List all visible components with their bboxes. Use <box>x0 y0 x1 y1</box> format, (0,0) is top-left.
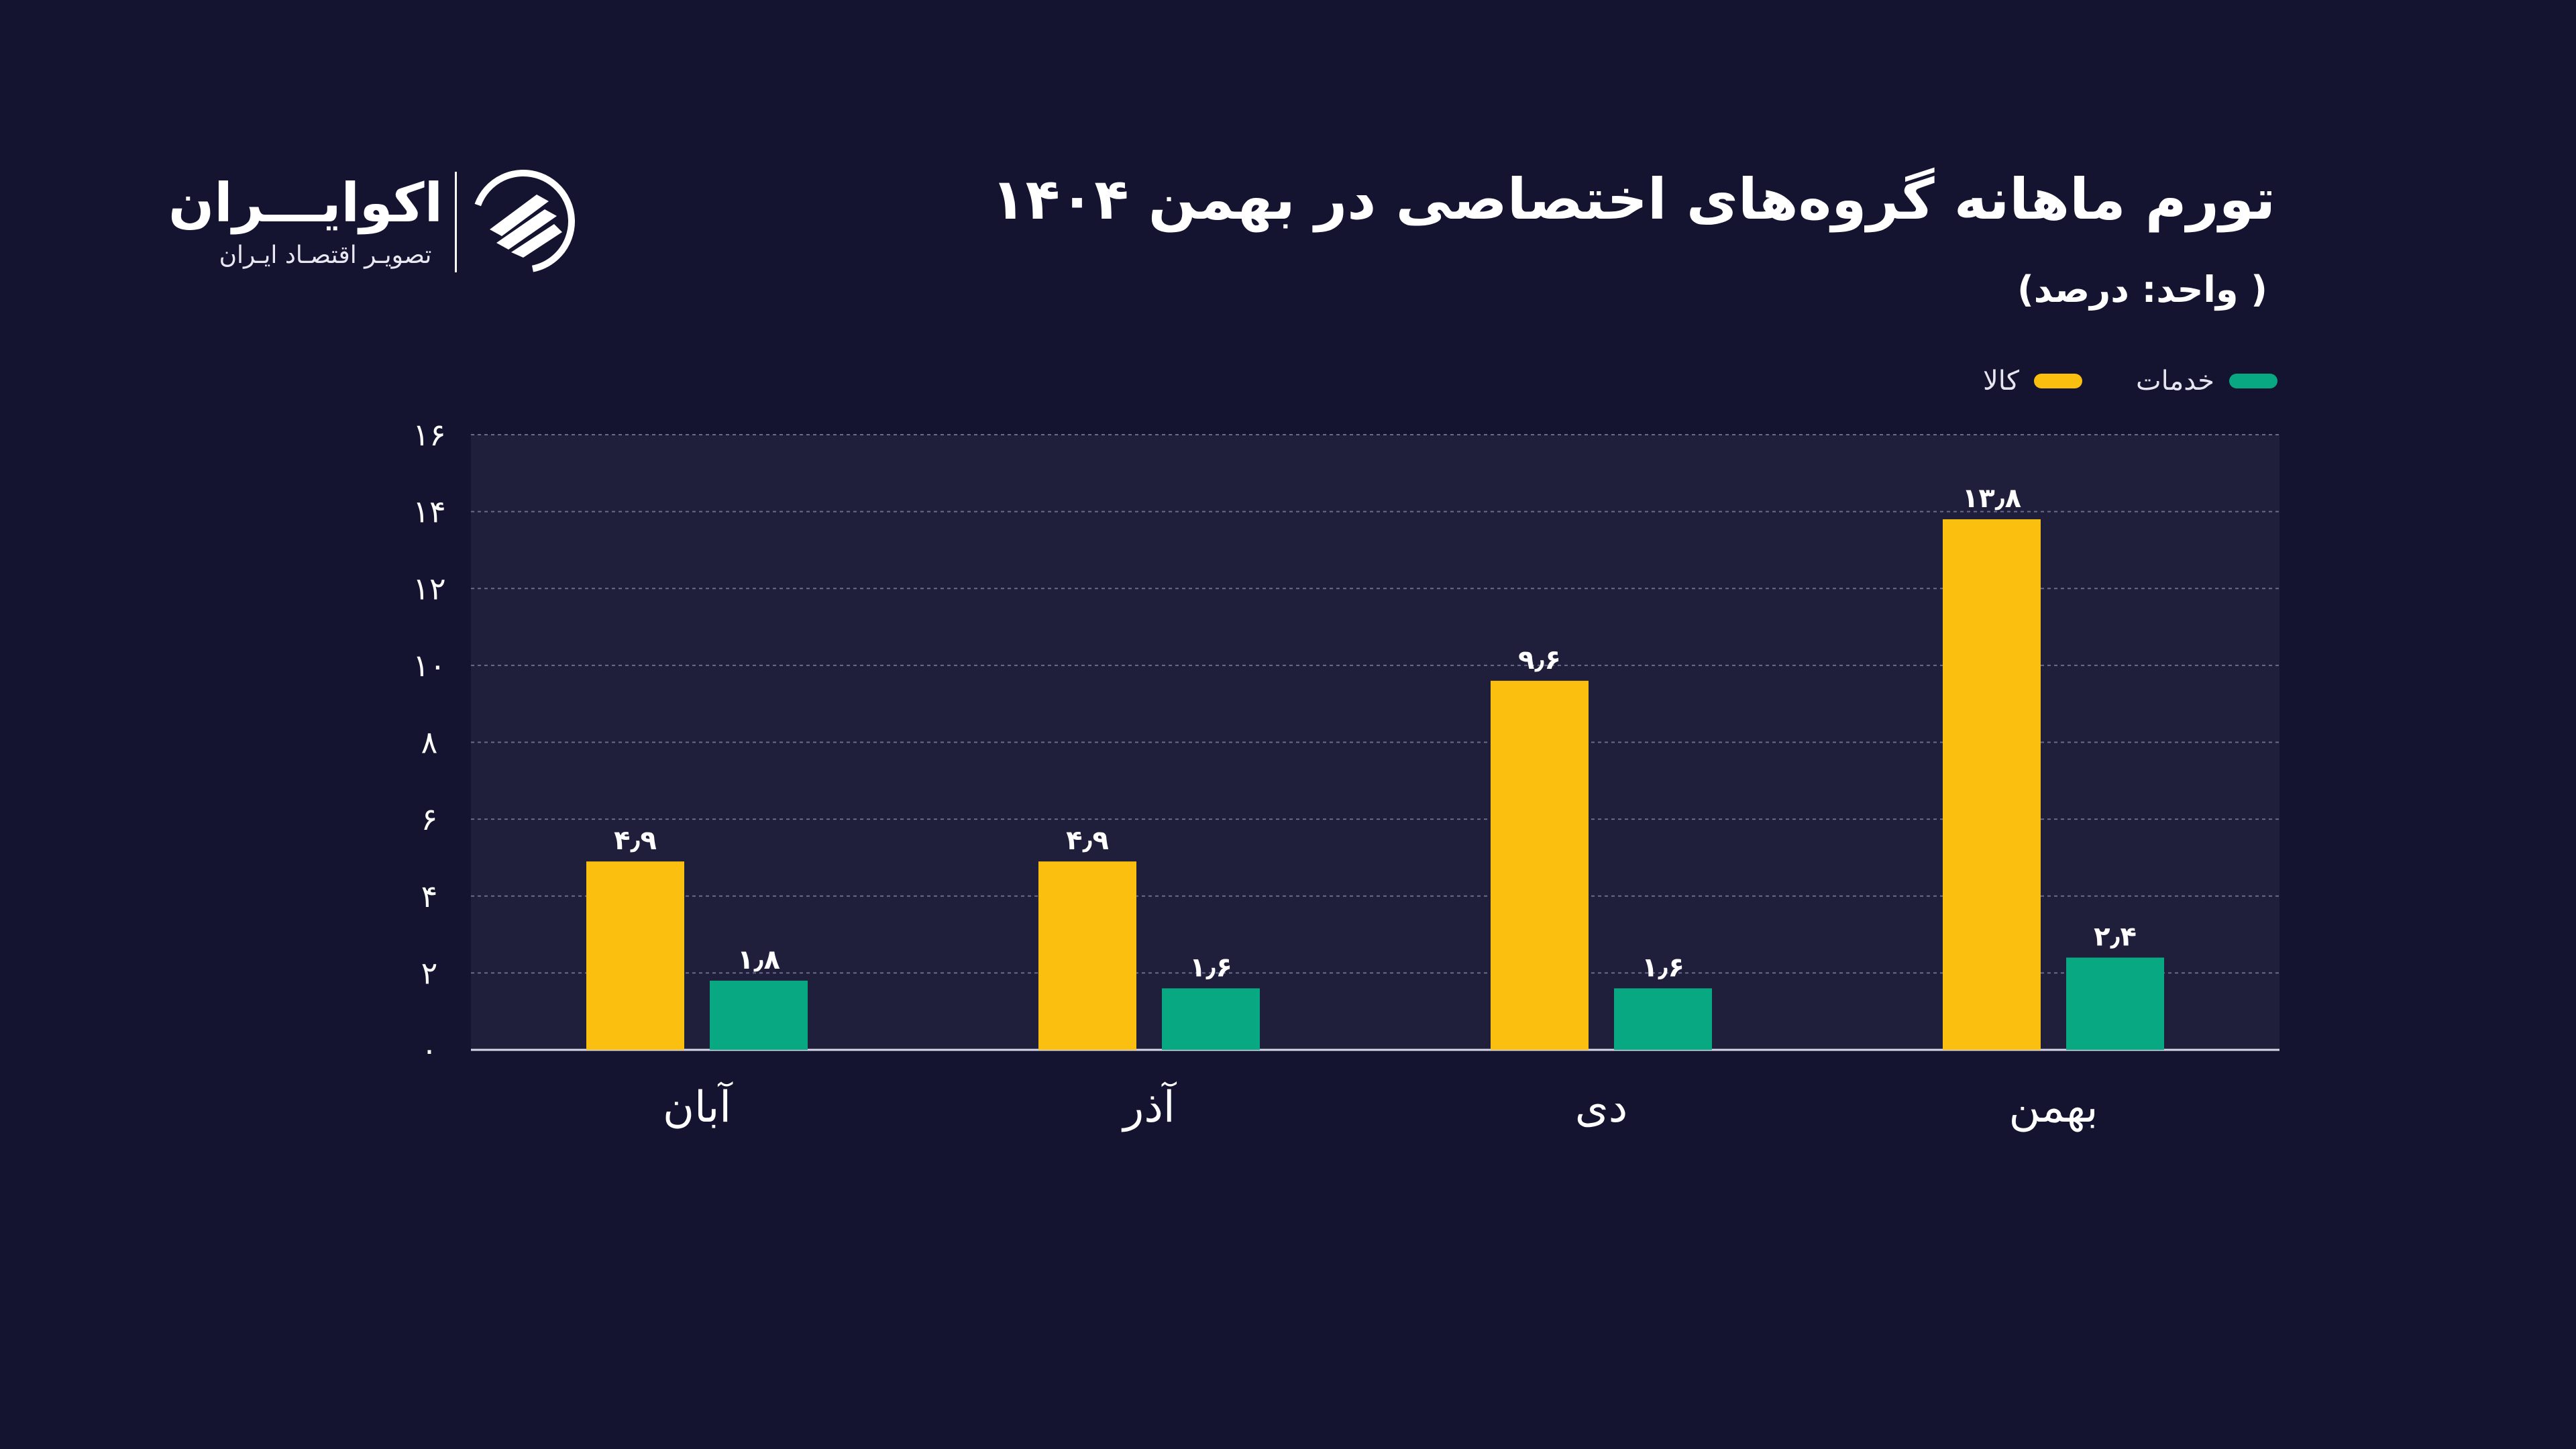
data-label: ۴٫۹ <box>614 825 657 856</box>
y-tick-label: ۰ <box>421 1032 438 1068</box>
bar-goods <box>1943 519 2041 1050</box>
data-label: ۱٫۸ <box>737 945 780 975</box>
y-tick-label: ۴ <box>421 878 438 914</box>
data-label: ۱٫۶ <box>1189 952 1232 983</box>
y-tick-label: ۱۰ <box>413 647 445 684</box>
data-label: ۴٫۹ <box>1066 825 1109 856</box>
brand-tagline: تصویـر اقتصـاد ایـران <box>219 241 432 269</box>
data-label: ۹٫۶ <box>1518 645 1561 676</box>
bar-services <box>710 980 808 1050</box>
x-tick-label: آبان <box>663 1081 733 1132</box>
y-tick-label: ۸ <box>421 724 438 761</box>
data-label: ۲٫۴ <box>2094 921 2137 952</box>
x-tick-label: بهمن <box>2008 1083 2098 1132</box>
legend-label-goods: کالا <box>1982 366 2019 396</box>
bar-goods <box>586 861 684 1050</box>
y-tick-label: ۱۲ <box>413 570 445 606</box>
legend-swatch-services <box>2229 374 2277 388</box>
x-tick-label: دی <box>1575 1083 1628 1132</box>
y-tick-label: ۶ <box>421 801 438 837</box>
chart-title: تورم ماهانه گروه‌های اختصاصی در بهمن ۱۴۰… <box>991 166 2275 232</box>
brand-logo: اکوایـــران تصویـر اقتصـاد ایـران <box>168 168 577 282</box>
unit-label: ( واحد: درصد) <box>2017 268 2267 311</box>
logo-divider <box>455 172 457 272</box>
bar-goods <box>1038 861 1136 1050</box>
bar-services <box>2066 957 2164 1050</box>
legend-item-services: خدمات <box>2136 366 2277 396</box>
brand-name: اکوایـــران <box>168 172 443 234</box>
y-tick-label: ۲ <box>421 955 438 991</box>
data-label: ۱٫۶ <box>1642 952 1684 983</box>
bar-goods <box>1491 680 1589 1050</box>
x-tick-label: آذر <box>1121 1081 1177 1132</box>
legend: کالا خدمات <box>1983 366 2277 396</box>
legend-label-services: خدمات <box>2136 366 2214 396</box>
legend-swatch-goods <box>2034 374 2082 388</box>
data-label: ۱۳٫۸ <box>1962 483 2021 514</box>
bar-services <box>1614 988 1712 1050</box>
y-tick-label: ۱۴ <box>413 494 445 530</box>
bar-services <box>1162 988 1260 1050</box>
brand-mark-icon <box>472 170 575 273</box>
legend-item-goods: کالا <box>1983 366 2082 396</box>
y-tick-label: ۱۶ <box>413 417 445 453</box>
